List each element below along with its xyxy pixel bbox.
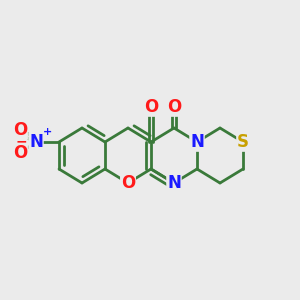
Text: −: − bbox=[16, 134, 28, 148]
Text: N: N bbox=[167, 174, 181, 192]
Text: +: + bbox=[43, 127, 52, 137]
Text: O: O bbox=[13, 121, 27, 139]
Text: N: N bbox=[29, 133, 43, 151]
Text: O: O bbox=[121, 174, 135, 192]
Text: O: O bbox=[144, 98, 158, 116]
Text: S: S bbox=[237, 133, 249, 151]
Text: N: N bbox=[190, 133, 204, 151]
Text: O: O bbox=[167, 98, 181, 116]
Text: O: O bbox=[13, 144, 27, 162]
